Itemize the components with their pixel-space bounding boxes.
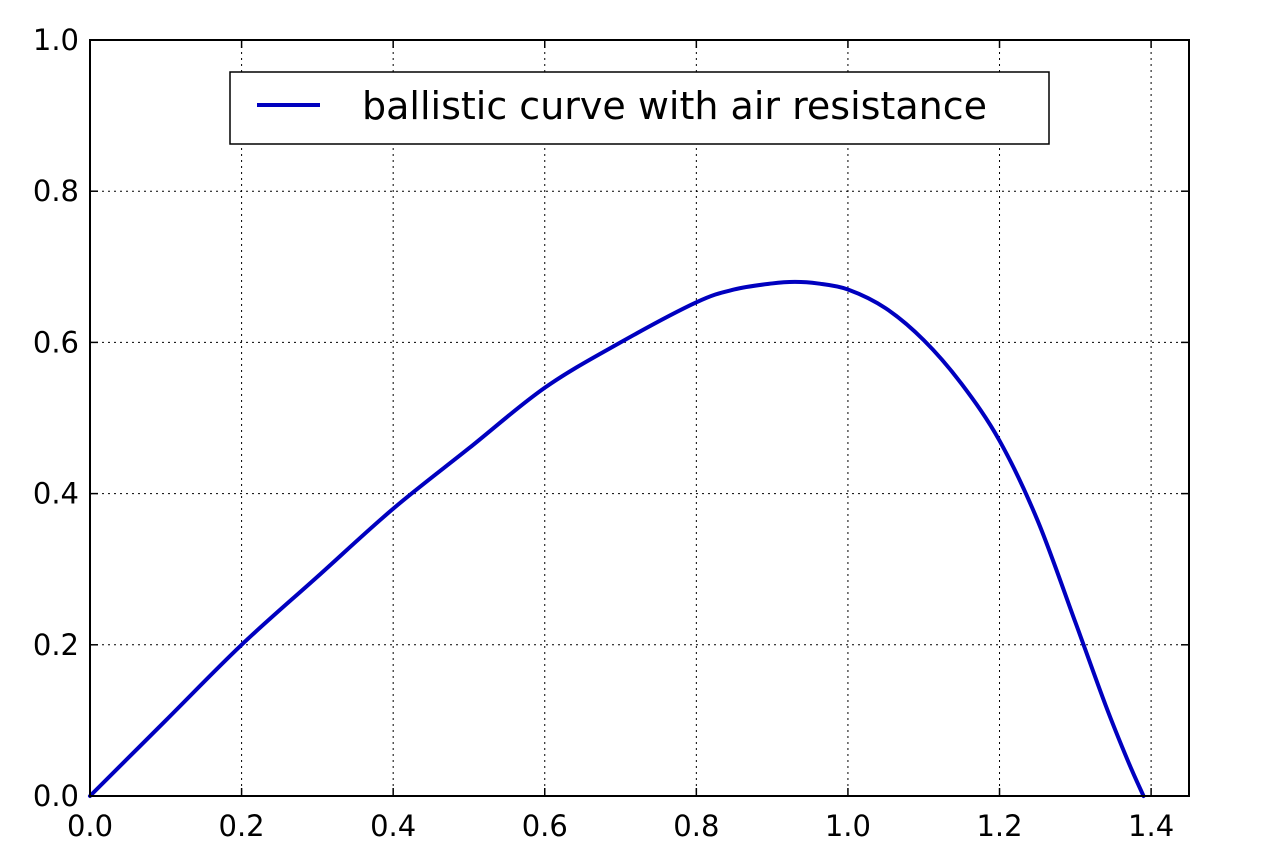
series-line-ballistic-curve [88,279,1146,798]
x-tick-label: 0.6 [522,809,568,843]
x-tick-label: 0.2 [219,809,265,843]
y-tick-label: 0.0 [33,779,79,813]
x-axis-tick-labels: 0.0 0.2 0.4 0.6 0.8 1.0 1.2 1.4 [67,809,1174,843]
x-tick-label: 1.4 [1128,809,1174,843]
legend-label: ballistic curve with air resistance [362,84,987,128]
grid [89,39,1189,797]
y-tick-label: 1.0 [33,23,79,57]
x-tick-label: 0.0 [67,809,113,843]
legend-box [229,71,1050,145]
x-tick-label: 0.4 [370,809,416,843]
y-tick-label: 0.2 [33,628,79,662]
series-lines [88,279,1146,798]
axis-ticks [89,39,1189,797]
y-tick-label: 0.8 [33,174,79,208]
x-tick-label: 1.2 [976,809,1022,843]
y-axis-tick-labels: 0.0 0.2 0.4 0.6 0.8 1.0 [33,23,79,813]
y-tick-label: 0.6 [33,325,79,359]
legend: ballistic curve with air resistance [229,71,1050,145]
y-tick-label: 0.4 [33,477,79,511]
x-tick-label: 1.0 [825,809,871,843]
plot-area-frame [89,39,1190,797]
x-tick-label: 0.8 [673,809,719,843]
